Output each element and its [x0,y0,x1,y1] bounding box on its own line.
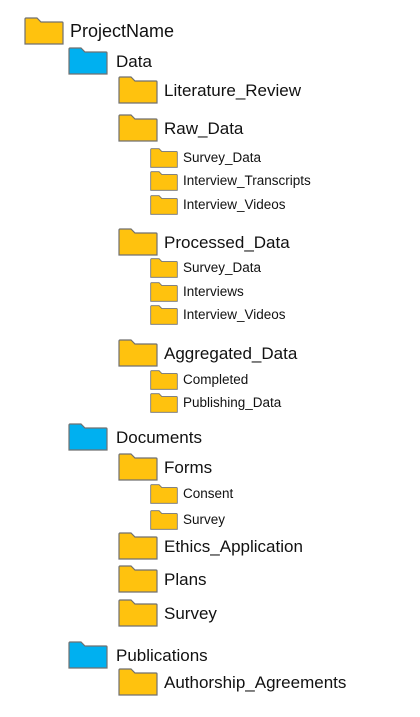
folder-label: Processed_Data [164,232,290,252]
folder-label: Plans [164,569,207,589]
folder-icon [118,228,158,256]
folder-node-completed[interactable]: Completed [150,365,248,395]
folder-node-interview-videos[interactable]: Interview_Videos [150,300,286,330]
folder-label: Survey_Data [183,150,262,166]
folder-icon [150,148,178,168]
folder-label: Survey [183,512,226,528]
folder-icon [68,423,108,451]
folder-node-ethics-application[interactable]: Ethics_Application [118,531,303,561]
folder-node-survey[interactable]: Survey [150,505,225,535]
folder-icon [150,195,178,215]
folder-node-authorship-agreements[interactable]: Authorship_Agreements [118,667,346,697]
folder-label: Survey_Data [183,260,262,276]
folder-icon [150,171,178,191]
folder-node-plans[interactable]: Plans [118,564,207,594]
folder-label: Survey [164,603,217,623]
folder-node-survey-data[interactable]: Survey_Data [150,143,261,173]
folder-node-projectname[interactable]: ProjectName [24,16,174,46]
folder-icon [118,114,158,142]
folder-label: Interview_Transcripts [183,173,311,189]
folder-icon [68,641,108,669]
folder-label: Interview_Videos [183,197,286,213]
folder-node-consent[interactable]: Consent [150,479,233,509]
folder-node-publishing-data[interactable]: Publishing_Data [150,388,281,418]
folder-label: ProjectName [70,21,175,41]
folder-label: Literature_Review [164,80,302,100]
folder-node-interview-transcripts[interactable]: Interview_Transcripts [150,166,311,196]
folder-node-publications[interactable]: Publications [68,640,208,670]
folder-label: Publications [116,645,208,665]
folder-node-interviews[interactable]: Interviews [150,277,244,307]
folder-node-forms[interactable]: Forms [118,452,212,482]
folder-node-survey[interactable]: Survey [118,598,217,628]
folder-label: Raw_Data [164,118,244,138]
folder-node-interview-videos[interactable]: Interview_Videos [150,190,286,220]
folder-node-raw-data[interactable]: Raw_Data [118,113,243,143]
folder-icon [118,599,158,627]
folder-node-survey-data[interactable]: Survey_Data [150,253,261,283]
folder-label: Ethics_Application [164,536,303,556]
folder-label: Consent [183,486,234,502]
folder-node-data[interactable]: Data [68,46,152,76]
folder-icon [118,565,158,593]
folder-icon [150,484,178,504]
folder-icon [150,370,178,390]
folder-icon [150,393,178,413]
folder-label: Forms [164,457,213,477]
folder-icon [150,258,178,278]
folder-label: Aggregated_Data [164,343,298,363]
folder-icon [118,453,158,481]
folder-icon [118,76,158,104]
folder-label: Data [116,51,152,71]
folder-label: Publishing_Data [183,395,282,411]
folder-label: Documents [116,427,202,447]
folder-node-literature-review[interactable]: Literature_Review [118,75,301,105]
folder-icon [118,532,158,560]
folder-label: Completed [183,372,249,388]
folder-icon [24,17,64,45]
folder-icon [68,47,108,75]
folder-label: Interviews [183,284,244,300]
folder-icon [150,305,178,325]
folder-icon [150,282,178,302]
folder-icon [150,510,178,530]
folder-label: Authorship_Agreements [164,672,347,692]
folder-icon [118,668,158,696]
folder-label: Interview_Videos [183,307,286,323]
folder-icon [118,339,158,367]
folder-node-documents[interactable]: Documents [68,422,202,452]
folder-node-aggregated-data[interactable]: Aggregated_Data [118,338,297,368]
folder-node-processed-data[interactable]: Processed_Data [118,227,290,257]
